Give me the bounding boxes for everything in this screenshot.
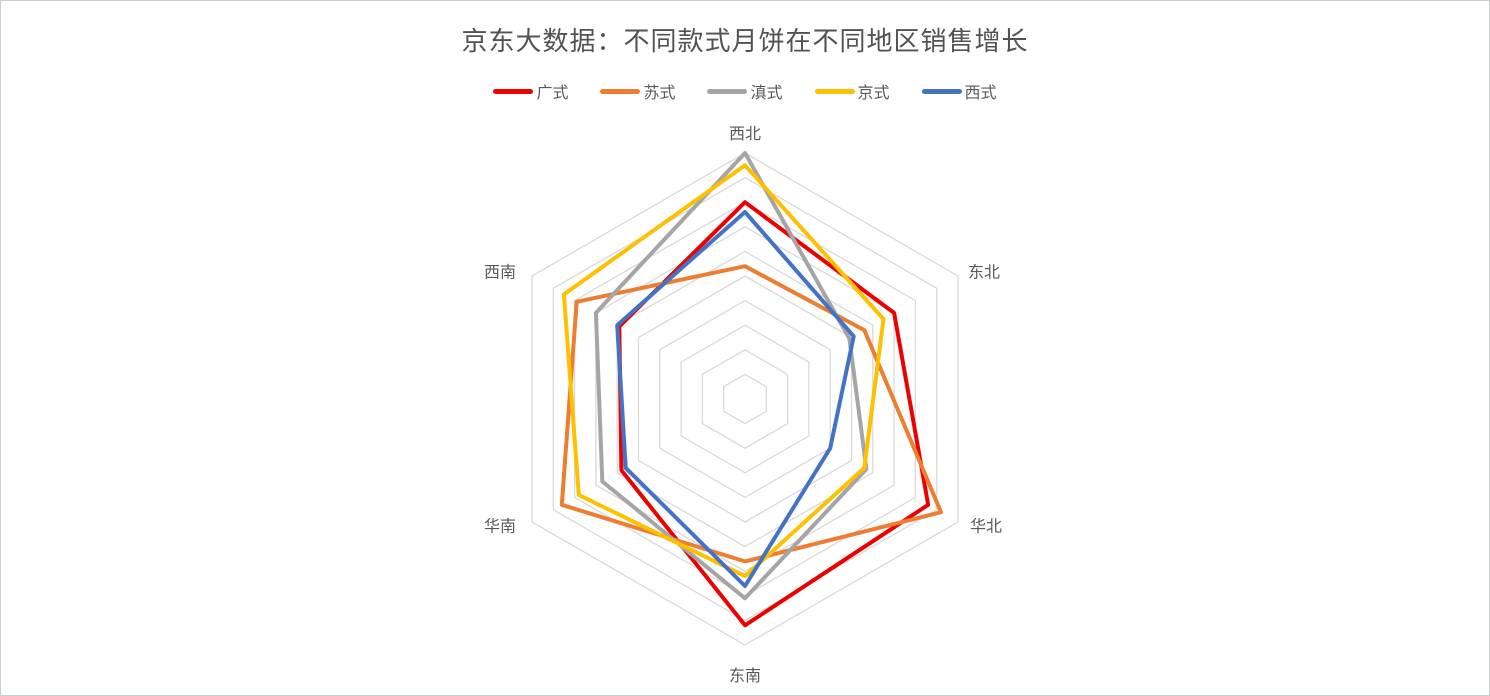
axis-label-西南: 西南 [484, 264, 516, 282]
legend-item-京式[interactable]: 京式 [814, 79, 890, 103]
axis-label-西北: 西北 [729, 125, 761, 143]
grid-ring-5 [637, 275, 853, 523]
grid-ring-3 [680, 324, 810, 474]
series-line-广式[interactable] [617, 200, 931, 628]
series-line-苏式[interactable] [559, 264, 943, 564]
legend: 广式 苏式 滇式 京式 西式 [1, 79, 1489, 103]
legend-swatch-滇式 [707, 88, 748, 94]
legend-label-苏式: 苏式 [643, 85, 676, 102]
legend-item-西式[interactable]: 西式 [921, 79, 997, 103]
grid-ring-2 [701, 349, 789, 449]
series-line-西式[interactable] [615, 210, 856, 588]
grid-ring-4 [659, 299, 831, 499]
axis-label-东北: 东北 [968, 264, 1000, 282]
chart-title: 京东大数据：不同款式月饼在不同地区销售增长 [461, 26, 1029, 56]
legend-item-滇式[interactable]: 滇式 [707, 79, 783, 103]
legend-item-广式[interactable]: 广式 [493, 79, 568, 103]
legend-label-西式: 西式 [964, 85, 997, 102]
axis-label-东南: 东南 [729, 667, 761, 685]
legend-swatch-广式 [493, 88, 534, 94]
grid-ring-10 [531, 152, 959, 646]
legend-swatch-西式 [921, 88, 962, 94]
series-line-京式[interactable] [561, 163, 886, 579]
grid-ring-1 [723, 373, 767, 425]
legend-swatch-京式 [814, 88, 855, 94]
legend-swatch-苏式 [600, 88, 641, 94]
legend-label-京式: 京式 [857, 85, 890, 102]
series-line-滇式[interactable] [593, 151, 869, 601]
legend-item-苏式[interactable]: 苏式 [600, 79, 675, 103]
axis-label-华北: 华北 [970, 518, 1002, 536]
axis-label-华南: 华南 [484, 518, 516, 536]
legend-label-广式: 广式 [536, 85, 569, 102]
grid-ring-9 [552, 176, 938, 622]
grid-ring-8 [573, 201, 917, 597]
legend-label-滇式: 滇式 [750, 85, 783, 102]
